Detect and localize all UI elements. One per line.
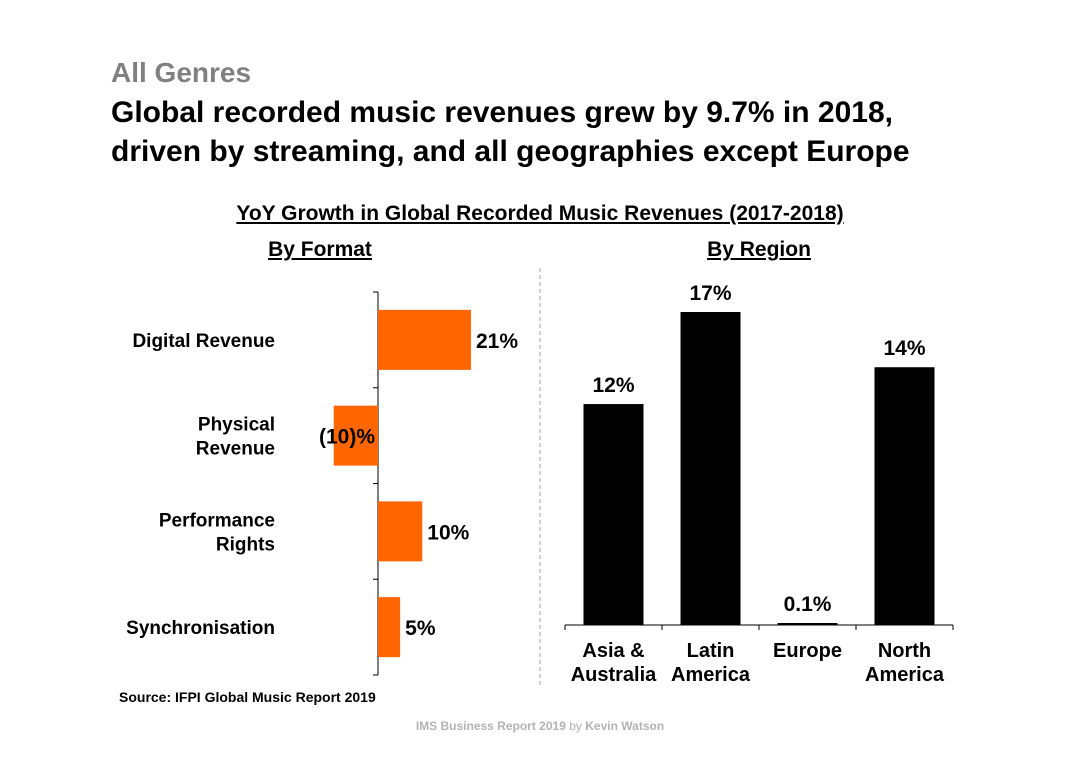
region-data-label: 14%	[883, 337, 925, 360]
format-chart-heading: By Format	[268, 238, 372, 261]
format-bar-chart: 21% Digital Revenue (10)% Physical Revenue 10…	[126, 291, 518, 676]
format-category-label: Physical	[198, 415, 275, 436]
format-data-label: 10%	[427, 521, 469, 544]
format-bar	[378, 309, 471, 370]
footer-report-name: IMS Business Report 2019	[415, 719, 566, 733]
region-category-label: North	[878, 640, 931, 662]
region-bar-chart: 12%Asia &Australia17%LatinAmerica0.1%Eur…	[564, 282, 954, 686]
chart-title: YoY Growth in Global Recorded Music Reve…	[236, 202, 844, 225]
footer-author: Kevin Watson	[585, 719, 665, 733]
region-category-label: Europe	[773, 640, 842, 662]
footer-credit: IMS Business Report 2019 by Kevin Watson	[0, 719, 1080, 733]
region-chart-heading: By Region	[707, 238, 811, 261]
region-bar	[680, 312, 741, 625]
region-data-label: 17%	[689, 282, 731, 305]
region-category-label: Asia &	[582, 640, 644, 662]
format-category-label: Synchronisation	[126, 618, 275, 639]
region-bar	[583, 404, 644, 625]
format-data-label: (10)%	[319, 426, 375, 449]
region-category-label: Latin	[687, 640, 735, 662]
region-data-label: 12%	[592, 374, 634, 397]
format-bar	[333, 405, 378, 466]
region-bar	[777, 623, 838, 625]
format-category-label: Rights	[216, 534, 275, 555]
section-kicker: All Genres	[111, 57, 252, 88]
format-data-label: 21%	[476, 330, 518, 353]
format-data-label: 5%	[405, 617, 436, 640]
region-category-label: America	[865, 664, 945, 686]
region-category-label: America	[671, 664, 751, 686]
format-category-label: Performance	[159, 510, 275, 531]
region-category-label: Australia	[571, 664, 657, 686]
format-category-label: Revenue	[196, 439, 275, 460]
region-data-label: 0.1%	[784, 593, 832, 616]
format-category-label: Digital Revenue	[132, 331, 275, 352]
headline-line-1: Global recorded music revenues grew by 9…	[111, 96, 893, 129]
format-bar	[378, 597, 401, 658]
source-note: Source: IFPI Global Music Report 2019	[119, 689, 376, 705]
format-bar	[378, 501, 423, 562]
region-bar	[874, 367, 935, 625]
headline-line-2: driven by streaming, and all geographies…	[111, 135, 910, 168]
footer-by: by	[569, 719, 582, 733]
